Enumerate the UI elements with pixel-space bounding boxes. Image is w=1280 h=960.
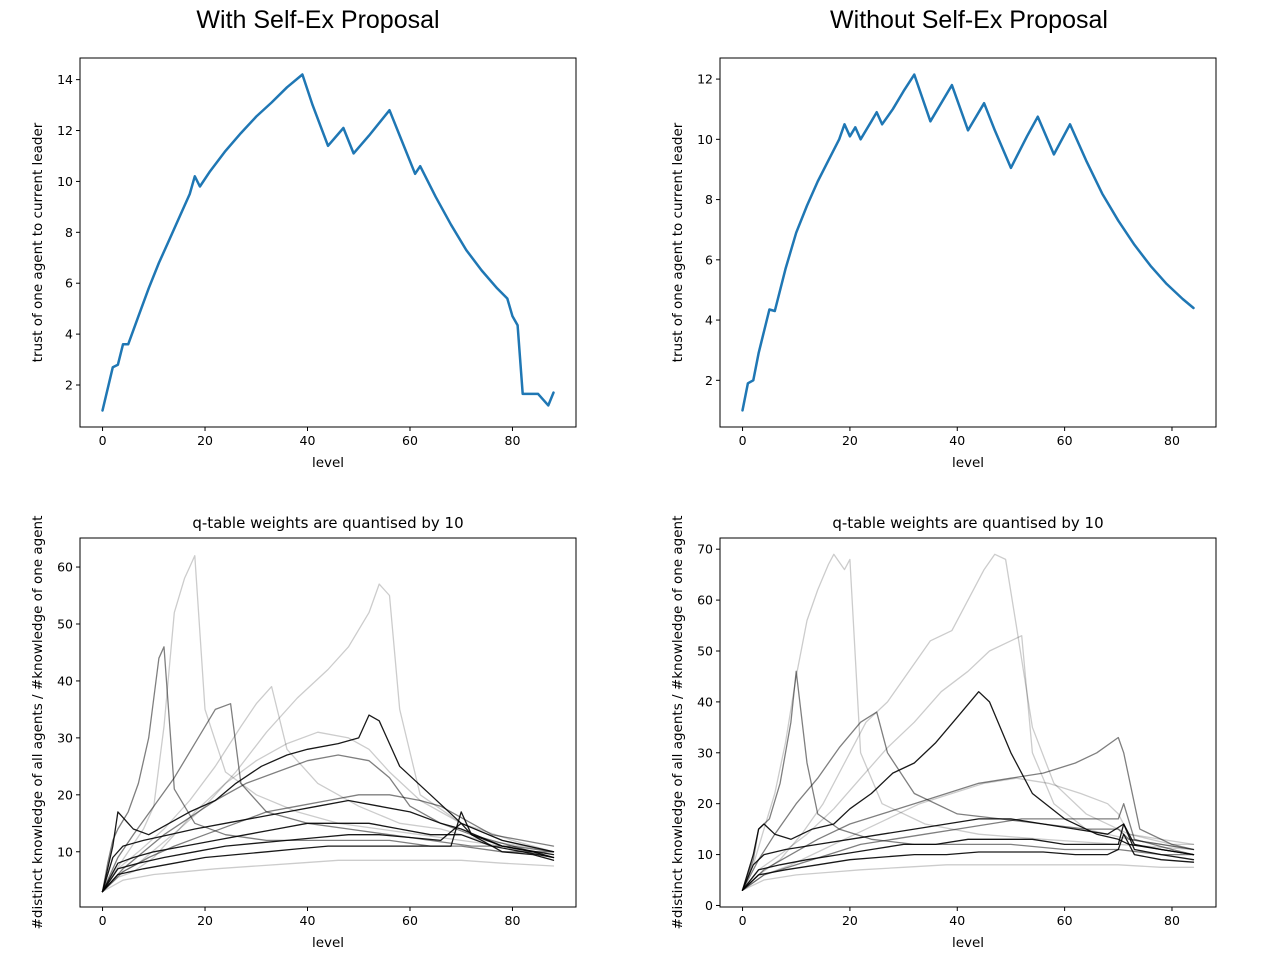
- y-tick-label-2: 2: [705, 373, 713, 388]
- x-tick-label-40: 40: [949, 913, 965, 928]
- x-tick-label-40: 40: [300, 913, 316, 928]
- y-tick-label-40: 40: [697, 694, 713, 709]
- x-tick-label-20: 20: [197, 913, 213, 928]
- y-tick-label-50: 50: [57, 616, 73, 631]
- y-tick-label-14: 14: [57, 72, 73, 87]
- series-line-5: [101, 703, 555, 893]
- x-axis-label: level: [952, 935, 984, 951]
- y-tick-label-20: 20: [57, 787, 73, 802]
- x-tick-label-80: 80: [505, 433, 521, 448]
- x-axis-label: level: [312, 935, 344, 951]
- plot-lines: [101, 73, 555, 412]
- x-tick-label-60: 60: [1057, 913, 1073, 928]
- trust-chart-without-self-ex: 0 20 40 60 80 2 4 6 8 10 12 level trust of one agent…: [670, 57, 1217, 471]
- y-tick-label-10: 10: [57, 174, 73, 189]
- y-tick-label-4: 4: [65, 327, 73, 342]
- series-line-3: [741, 777, 1195, 891]
- y-axis-label: #distinct knowledge of all agents / #kno…: [670, 516, 686, 930]
- x-tick-label-80: 80: [505, 913, 521, 928]
- series-line-8: [741, 691, 1195, 891]
- y-axis-label: #distinct knowledge of all agents / #kno…: [30, 516, 46, 930]
- series-line-0: [101, 731, 555, 893]
- x-axis-label: level: [312, 455, 344, 471]
- y-tick-label-2: 2: [65, 378, 73, 393]
- x-tick-label-40: 40: [949, 433, 965, 448]
- y-tick-label-8: 8: [65, 225, 73, 240]
- chart-title: q-table weights are quantised by 10: [192, 514, 463, 532]
- axes-frame: [79, 537, 577, 908]
- y-tick-label-40: 40: [57, 673, 73, 688]
- y-tick-label-50: 50: [697, 643, 713, 658]
- axes-frame: [719, 57, 1217, 428]
- series-line-4: [741, 670, 1195, 891]
- series-line-0: [741, 73, 1195, 412]
- series-line-1: [101, 583, 555, 893]
- series-line-6: [101, 754, 555, 893]
- series-line-13: [101, 859, 555, 893]
- y-tick-label-10: 10: [57, 844, 73, 859]
- column-title-with-self-ex: With Self-Ex Proposal: [196, 6, 439, 34]
- series-line-11: [741, 833, 1195, 891]
- series-line-2: [101, 555, 555, 893]
- plot-lines: [741, 553, 1195, 891]
- y-tick-label-0: 0: [705, 898, 713, 913]
- series-line-9: [101, 799, 555, 893]
- x-tick-label-60: 60: [402, 913, 418, 928]
- series-line-4: [101, 646, 555, 893]
- y-tick-label-60: 60: [697, 593, 713, 608]
- x-tick-label-20: 20: [197, 433, 213, 448]
- y-tick-label-12: 12: [57, 123, 73, 138]
- x-tick-label-80: 80: [1164, 433, 1180, 448]
- series-line-7: [741, 803, 1195, 891]
- y-tick-label-4: 4: [705, 313, 713, 328]
- x-tick-label-80: 80: [1164, 913, 1180, 928]
- y-tick-label-6: 6: [65, 276, 73, 291]
- x-tick-label-60: 60: [402, 433, 418, 448]
- x-tick-label-0: 0: [739, 913, 747, 928]
- x-tick-label-0: 0: [739, 433, 747, 448]
- y-tick-label-10: 10: [697, 847, 713, 862]
- y-tick-label-8: 8: [705, 192, 713, 207]
- series-line-0: [741, 553, 1195, 891]
- y-tick-label-20: 20: [697, 796, 713, 811]
- x-axis-label: level: [952, 455, 984, 471]
- series-line-5: [741, 711, 1195, 891]
- y-tick-label-70: 70: [697, 542, 713, 557]
- y-axis-label: trust of one agent to current leader: [30, 122, 46, 362]
- y-tick-label-60: 60: [57, 560, 73, 575]
- chart-title: q-table weights are quantised by 10: [832, 514, 1103, 532]
- y-tick-label-12: 12: [697, 72, 713, 87]
- series-line-10: [101, 822, 555, 893]
- knowledge-chart-with-self-ex: 0 20 40 60 80 10 20 30 40 50 60 level #distinct know…: [30, 514, 577, 951]
- x-tick-label-20: 20: [842, 433, 858, 448]
- series-line-11: [101, 822, 555, 893]
- series-line-12: [741, 864, 1195, 891]
- x-tick-label-20: 20: [842, 913, 858, 928]
- series-line-1: [741, 553, 1195, 891]
- x-tick-label-0: 0: [99, 913, 107, 928]
- column-title-without-self-ex: Without Self-Ex Proposal: [830, 6, 1108, 34]
- y-axis-label: trust of one agent to current leader: [670, 122, 686, 362]
- x-tick-label-40: 40: [300, 433, 316, 448]
- y-tick-label-6: 6: [705, 252, 713, 267]
- knowledge-chart-without-self-ex: 0 20 40 60 80 0 10 20 30 40 50 60 70 level #distinct k…: [670, 514, 1217, 951]
- axes-frame: [79, 57, 577, 428]
- y-tick-label-30: 30: [697, 745, 713, 760]
- plot-lines: [741, 73, 1195, 412]
- x-tick-label-60: 60: [1057, 433, 1073, 448]
- trust-chart-with-self-ex: 0 20 40 60 80 2 4 6 8 10 12 14 level trust of one age…: [30, 57, 577, 471]
- y-tick-label-30: 30: [57, 730, 73, 745]
- series-line-10: [741, 823, 1195, 891]
- series-line-0: [101, 73, 555, 412]
- y-tick-label-10: 10: [697, 132, 713, 147]
- series-line-2: [741, 635, 1195, 891]
- series-line-12: [101, 811, 555, 893]
- plot-lines: [101, 555, 555, 893]
- axes-frame: [719, 537, 1217, 908]
- x-tick-label-0: 0: [99, 433, 107, 448]
- series-line-8: [101, 714, 555, 893]
- series-line-6: [741, 736, 1195, 891]
